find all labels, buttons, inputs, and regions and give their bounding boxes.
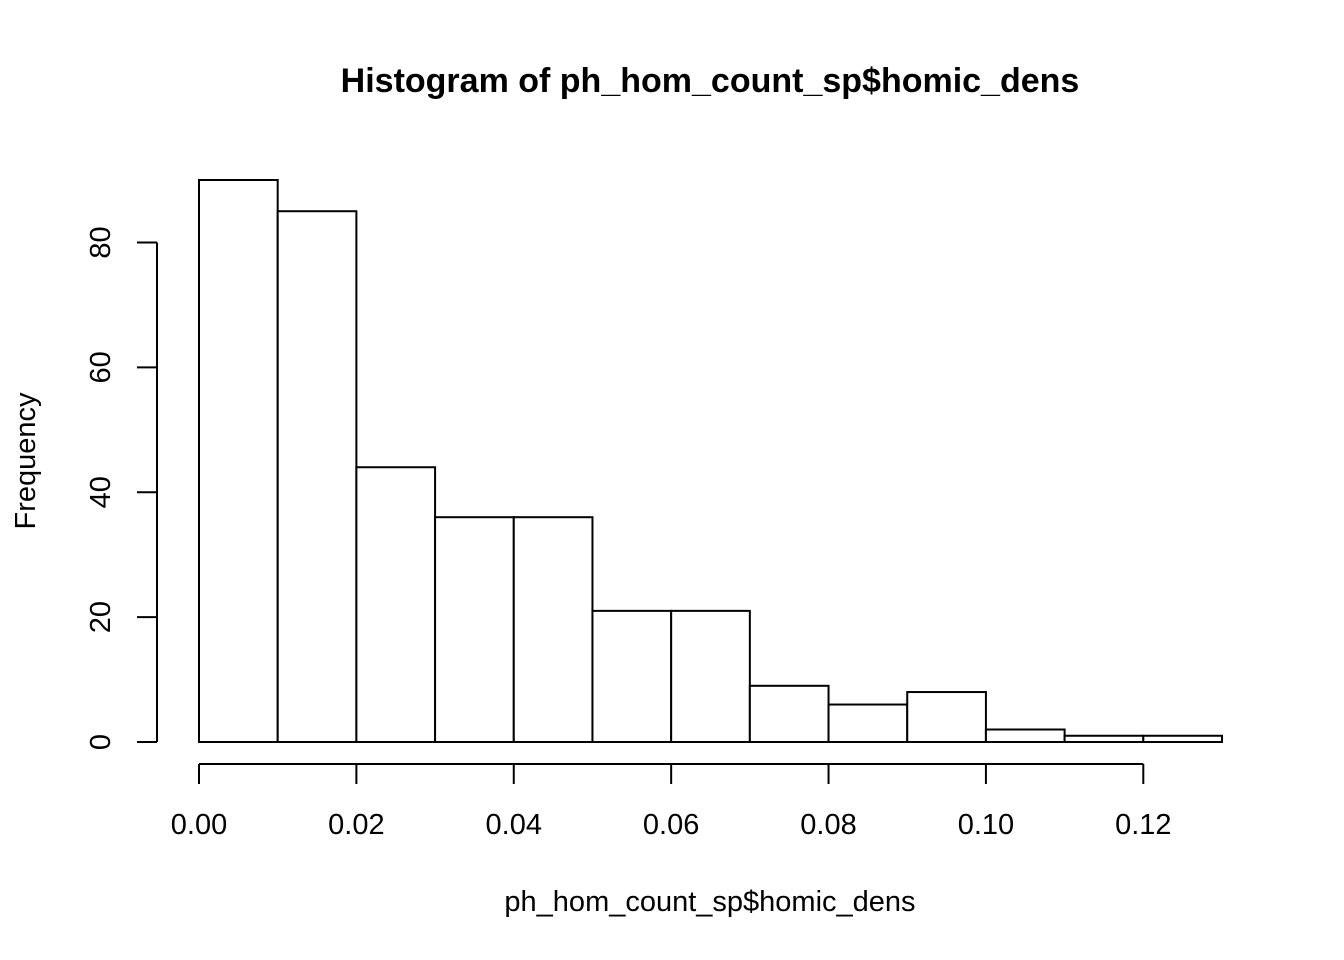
- x-tick-label: 0.06: [643, 809, 699, 841]
- y-tick-label: 0: [85, 734, 117, 750]
- bars-group: [198, 179, 1224, 744]
- x-tick-label: 0.02: [328, 809, 384, 841]
- histogram-bar: [1142, 734, 1224, 743]
- x-tick-label: 0.10: [958, 809, 1014, 841]
- histogram-bar: [748, 684, 830, 743]
- histogram-bar: [827, 703, 909, 743]
- histogram-bar: [276, 210, 358, 743]
- y-tick-label: 60: [85, 351, 117, 383]
- x-tick-label: 0.04: [486, 809, 542, 841]
- x-tick-label: 0.08: [800, 809, 856, 841]
- histogram-bar: [906, 691, 987, 743]
- y-tick-label: 80: [85, 226, 117, 258]
- histogram-bar: [591, 609, 673, 743]
- histogram-bar: [984, 728, 1066, 743]
- histogram-bar: [1063, 734, 1145, 743]
- x-axis-label: ph_hom_count_sp$homic_dens: [504, 886, 915, 918]
- histogram-bar: [198, 179, 279, 743]
- x-axis: 0.00 0.02 0.04 0.06 0.08 0.10 0.12: [171, 763, 1172, 841]
- x-tick-label: 0.00: [171, 809, 227, 841]
- chart-title: Histogram of ph_hom_count_sp$homic_dens: [341, 62, 1080, 100]
- y-tick-label: 20: [85, 601, 117, 633]
- x-tick-label: 0.12: [1115, 809, 1171, 841]
- histogram-bar: [670, 609, 751, 743]
- histogram-bar: [512, 516, 594, 744]
- y-tick-label: 40: [85, 476, 117, 508]
- histogram-bar: [434, 516, 515, 744]
- histogram-bar: [355, 466, 437, 743]
- y-axis: 0 20 40 60 80: [85, 226, 158, 750]
- y-axis-label: Frequency: [10, 392, 42, 530]
